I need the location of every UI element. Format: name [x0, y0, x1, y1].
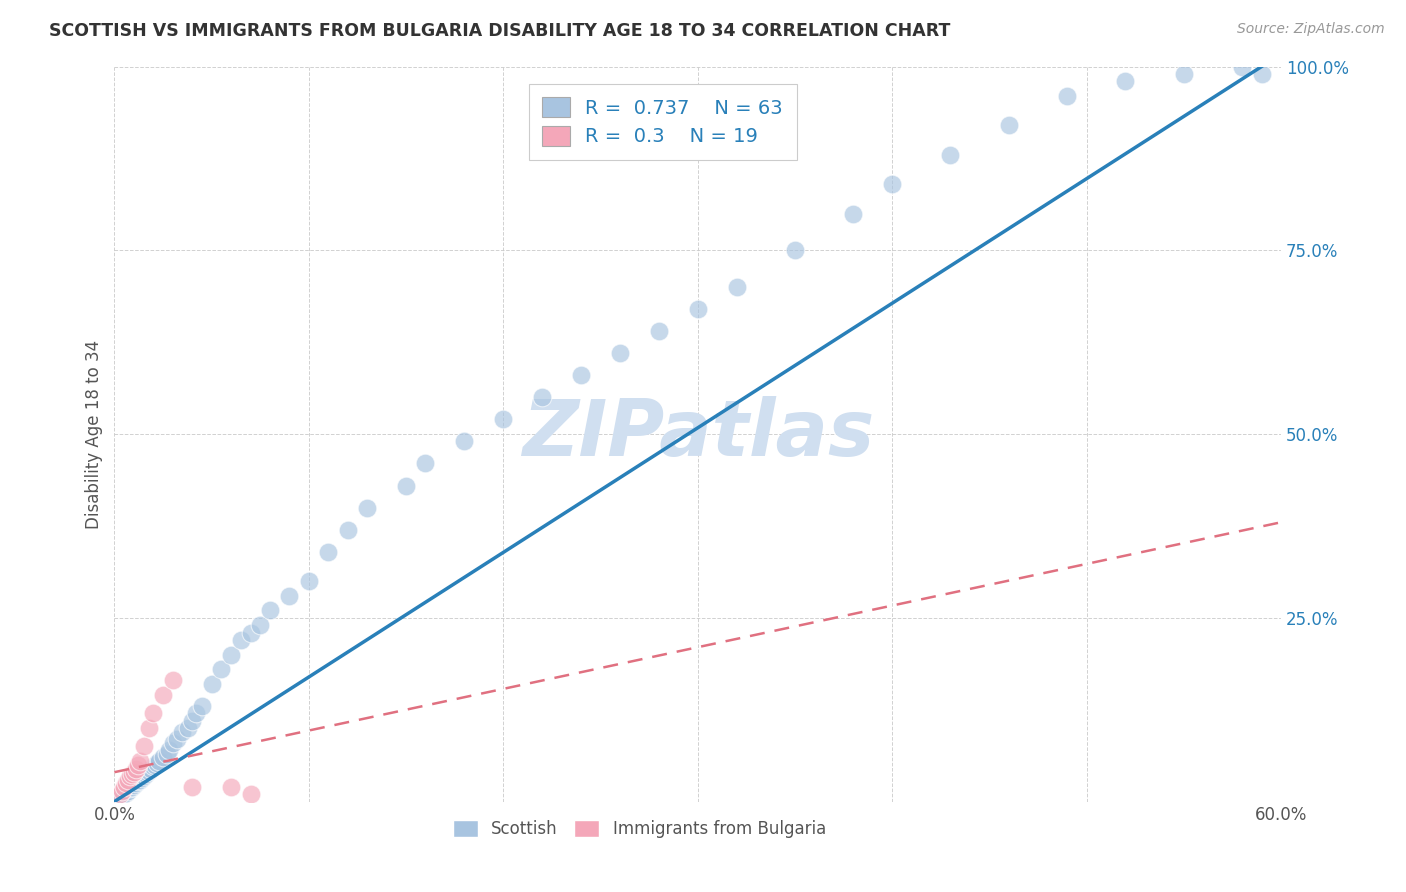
- Point: [117, 783, 139, 797]
- Point: [141, 762, 163, 776]
- Point: [336, 523, 359, 537]
- Point: [152, 688, 174, 702]
- Point: [115, 776, 138, 790]
- Point: [1250, 67, 1272, 81]
- Point: [882, 177, 904, 191]
- Point: [125, 776, 148, 790]
- Point: [127, 757, 149, 772]
- Point: [138, 721, 160, 735]
- Point: [172, 724, 194, 739]
- Point: [131, 771, 153, 785]
- Point: [177, 721, 200, 735]
- Point: [118, 769, 141, 783]
- Text: Source: ZipAtlas.com: Source: ZipAtlas.com: [1237, 22, 1385, 37]
- Point: [132, 769, 155, 783]
- Point: [1230, 60, 1253, 74]
- Y-axis label: Disability Age 18 to 34: Disability Age 18 to 34: [86, 340, 103, 529]
- Point: [1056, 89, 1078, 103]
- Point: [162, 673, 184, 688]
- Point: [1114, 74, 1136, 88]
- Point: [415, 457, 437, 471]
- Point: [492, 412, 515, 426]
- Point: [118, 781, 141, 796]
- Point: [128, 772, 150, 787]
- Legend: Scottish, Immigrants from Bulgaria: Scottish, Immigrants from Bulgaria: [446, 814, 832, 845]
- Point: [112, 780, 135, 794]
- Point: [156, 747, 179, 761]
- Point: [181, 780, 204, 794]
- Point: [143, 757, 166, 772]
- Point: [569, 368, 592, 383]
- Point: [648, 324, 671, 338]
- Point: [531, 390, 554, 404]
- Point: [148, 754, 170, 768]
- Point: [125, 762, 148, 776]
- Point: [122, 778, 145, 792]
- Point: [122, 765, 145, 780]
- Point: [112, 787, 135, 801]
- Point: [686, 302, 709, 317]
- Point: [166, 732, 188, 747]
- Point: [117, 772, 139, 787]
- Text: ZIPatlas: ZIPatlas: [522, 396, 873, 472]
- Point: [128, 754, 150, 768]
- Point: [278, 589, 301, 603]
- Point: [111, 789, 134, 803]
- Point: [152, 750, 174, 764]
- Point: [142, 706, 165, 721]
- Point: [209, 662, 232, 676]
- Point: [121, 780, 143, 794]
- Point: [219, 780, 242, 794]
- Point: [201, 677, 224, 691]
- Point: [725, 280, 748, 294]
- Text: SCOTTISH VS IMMIGRANTS FROM BULGARIA DISABILITY AGE 18 TO 34 CORRELATION CHART: SCOTTISH VS IMMIGRANTS FROM BULGARIA DIS…: [49, 22, 950, 40]
- Point: [136, 765, 159, 780]
- Point: [249, 618, 271, 632]
- Point: [157, 743, 180, 757]
- Point: [146, 756, 169, 771]
- Point: [132, 739, 155, 754]
- Point: [110, 787, 132, 801]
- Point: [298, 574, 321, 588]
- Point: [184, 706, 207, 721]
- Point: [142, 759, 165, 773]
- Point: [395, 478, 418, 492]
- Point: [162, 736, 184, 750]
- Point: [239, 625, 262, 640]
- Point: [316, 544, 339, 558]
- Point: [842, 206, 865, 220]
- Point: [783, 244, 806, 258]
- Point: [239, 787, 262, 801]
- Point: [939, 148, 962, 162]
- Point: [997, 119, 1019, 133]
- Point: [138, 764, 160, 778]
- Point: [219, 648, 242, 662]
- Point: [121, 766, 143, 780]
- Point: [115, 786, 138, 800]
- Point: [191, 699, 214, 714]
- Point: [356, 500, 378, 515]
- Point: [111, 783, 134, 797]
- Point: [110, 791, 132, 805]
- Point: [134, 766, 156, 780]
- Point: [127, 774, 149, 789]
- Point: [609, 346, 631, 360]
- Point: [259, 603, 281, 617]
- Point: [1173, 67, 1195, 81]
- Point: [181, 714, 204, 728]
- Point: [229, 632, 252, 647]
- Point: [453, 434, 475, 449]
